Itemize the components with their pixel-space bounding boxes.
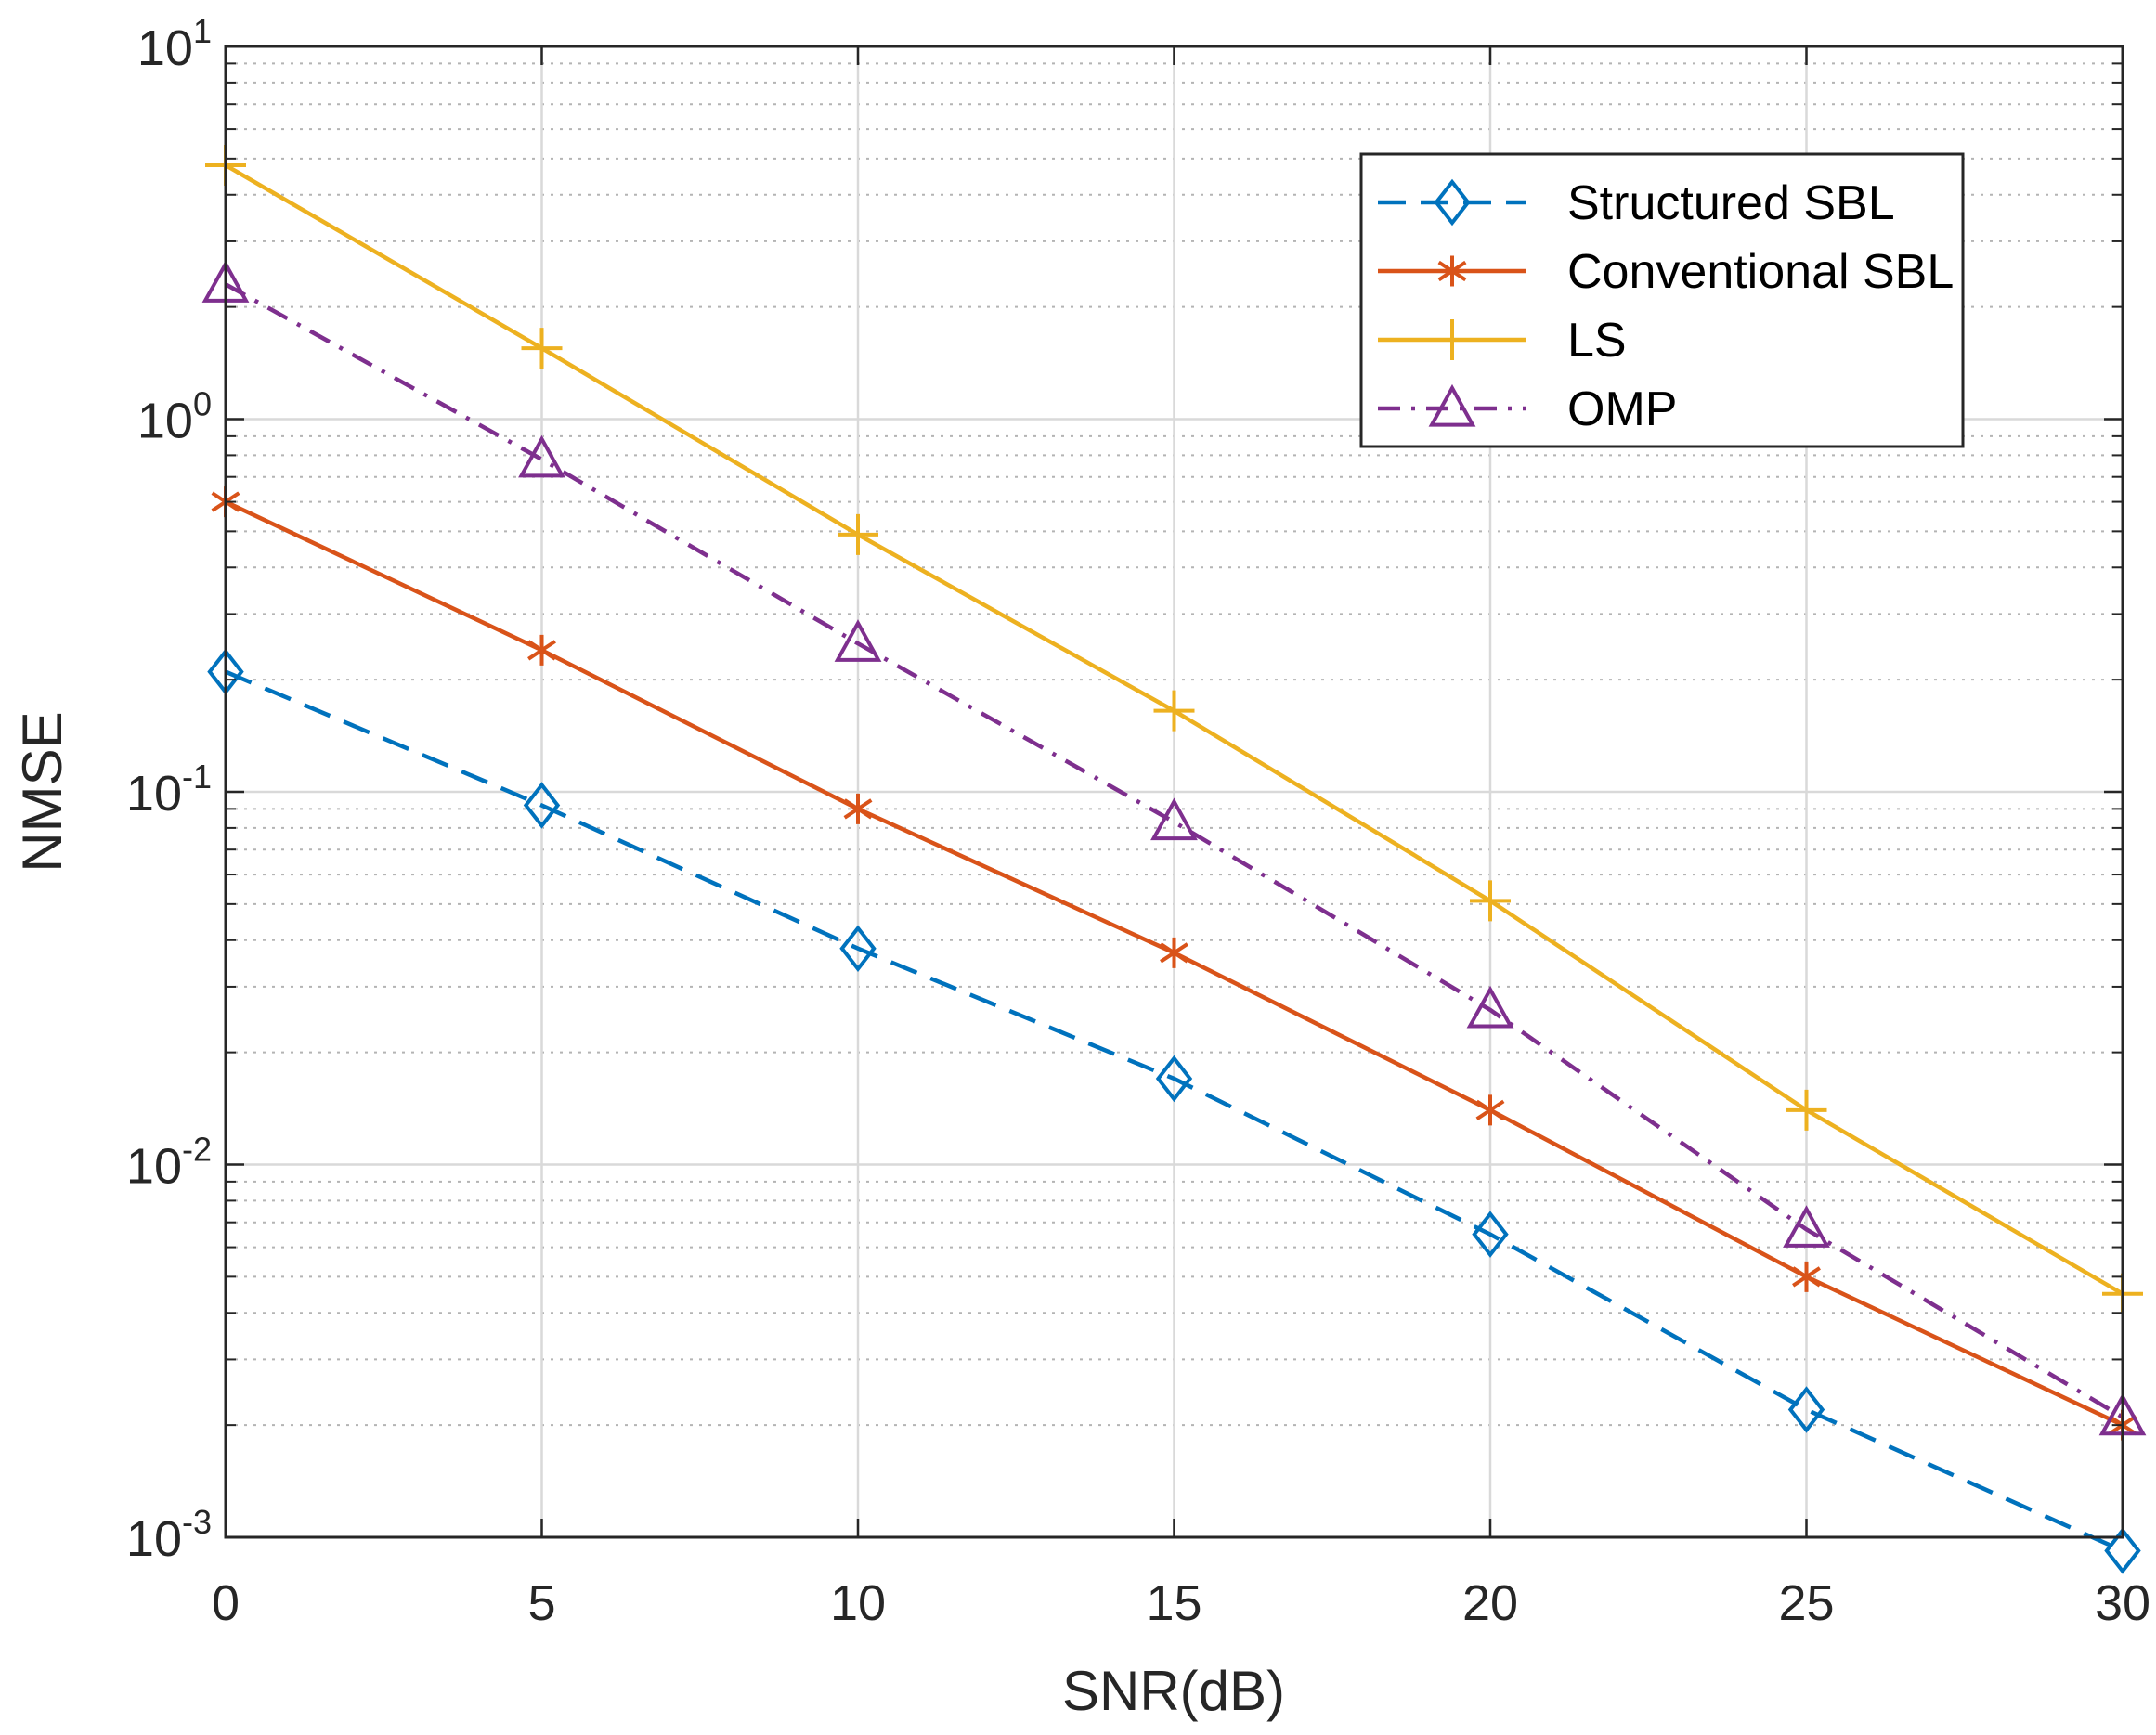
x-tick-label: 20 [1462, 1575, 1518, 1631]
data-point-conventional-sbl [1475, 1094, 1505, 1126]
data-point-ls [838, 513, 878, 555]
axis-ticks [224, 45, 2124, 1539]
y-tick-label: 101 [137, 12, 212, 76]
data-point-omp [518, 434, 565, 478]
y-tick-label: 10-2 [126, 1131, 212, 1195]
x-tick-labels: 0 5 10 15 20 25 30 [212, 1575, 2150, 1631]
legend-label-omp: OMP [1567, 382, 1677, 436]
data-point-structured-sbl [839, 925, 877, 972]
data-point-omp [834, 619, 882, 662]
series-line-omp [224, 282, 2124, 1419]
data-point-ls [1470, 880, 1511, 922]
data-point-structured-sbl [1472, 1211, 1509, 1258]
data-point-structured-sbl [1787, 1386, 1825, 1433]
y-axis-label: NMSE [11, 711, 73, 872]
data-point-ls [1786, 1089, 1827, 1131]
data-point-omp [1150, 797, 1198, 841]
x-tick-label: 10 [830, 1575, 886, 1631]
x-tick-label: 15 [1146, 1575, 1201, 1631]
legend-marker-ls [1432, 319, 1473, 360]
data-point-conventional-sbl [527, 634, 556, 666]
data-point-ls [521, 328, 563, 369]
x-tick-label: 25 [1778, 1575, 1834, 1631]
legend-marker-conventional-sbl [1437, 255, 1467, 287]
y-tick-labels: 101 100 10-1 10-2 10-3 [126, 12, 212, 1567]
legend-marker-omp [1428, 383, 1476, 427]
data-point-structured-sbl [2104, 1527, 2141, 1574]
legend-label-ls: LS [1567, 314, 1627, 368]
data-point-conventional-sbl [1160, 937, 1188, 968]
y-tick-label: 10-1 [126, 757, 212, 822]
data-point-conventional-sbl [843, 793, 873, 824]
legend-label-structured-sbl: Structured SBL [1567, 176, 1895, 230]
y-tick-label: 10-3 [126, 1503, 212, 1567]
series-line-structured-sbl [225, 669, 2124, 1553]
legend-marker-structured-sbl [1434, 178, 1471, 227]
x-axis-label: SNR(dB) [1062, 1660, 1285, 1722]
legend: Structured SBL Conventional SBL LS OMP [1359, 152, 1965, 448]
x-tick-label: 0 [212, 1575, 240, 1631]
data-point-conventional-sbl [1792, 1261, 1821, 1292]
y-tick-label: 100 [137, 385, 212, 449]
x-tick-label: 30 [2095, 1575, 2150, 1631]
legend-label-conventional-sbl: Conventional SBL [1567, 245, 1954, 299]
data-point-omp [1783, 1205, 1830, 1248]
legend-box [1359, 152, 1965, 448]
data-point-structured-sbl [1155, 1055, 1193, 1103]
data-point-ls [1153, 690, 1195, 732]
data-point-structured-sbl [523, 782, 561, 829]
data-point-omp [1466, 985, 1514, 1029]
x-tick-label: 5 [527, 1575, 555, 1631]
